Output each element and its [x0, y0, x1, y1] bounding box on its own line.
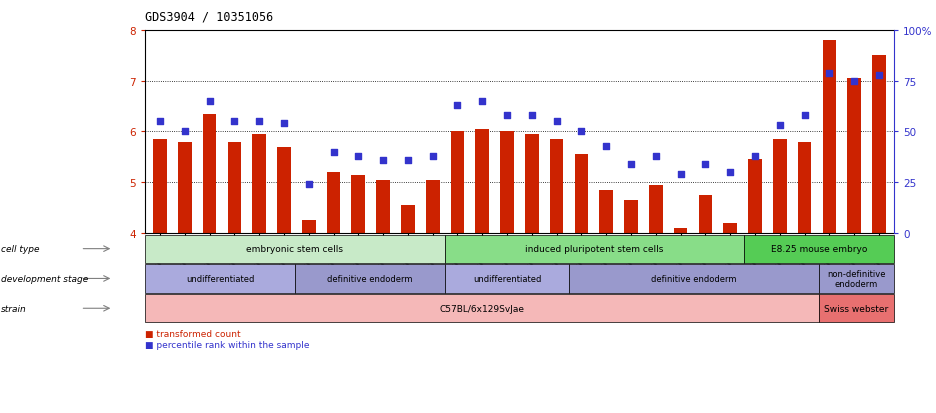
Point [673, 171, 688, 178]
Bar [797, 142, 812, 233]
Bar [624, 200, 637, 233]
Bar [327, 173, 341, 233]
Point [202, 99, 217, 105]
Bar [426, 180, 440, 233]
Bar [475, 130, 490, 233]
Bar [847, 79, 861, 233]
Point [649, 153, 664, 160]
Text: definitive endoderm: definitive endoderm [651, 274, 737, 283]
Bar [154, 140, 167, 233]
Point [227, 119, 241, 126]
Bar [525, 135, 539, 233]
Point [500, 113, 515, 119]
Point [574, 129, 589, 135]
Text: C57BL/6x129SvJae: C57BL/6x129SvJae [440, 304, 524, 313]
Bar [203, 114, 216, 233]
Point [301, 181, 316, 188]
Text: undifferentiated: undifferentiated [473, 274, 541, 283]
Text: undifferentiated: undifferentiated [185, 274, 255, 283]
Point [177, 129, 192, 135]
Bar [575, 155, 589, 233]
Point [599, 143, 614, 150]
Bar [748, 160, 762, 233]
Bar [549, 140, 563, 233]
Point [698, 161, 713, 168]
Point [401, 157, 416, 164]
Bar [178, 142, 192, 233]
Point [450, 102, 465, 109]
Bar [352, 175, 365, 233]
Point [326, 149, 341, 156]
Point [871, 72, 886, 79]
Point [276, 121, 291, 127]
Text: GDS3904 / 10351056: GDS3904 / 10351056 [145, 10, 273, 23]
Bar [227, 142, 241, 233]
Point [723, 169, 738, 176]
Bar [649, 185, 663, 233]
Text: cell type: cell type [1, 244, 39, 254]
Text: non-definitive
endoderm: non-definitive endoderm [827, 269, 885, 288]
Bar [724, 223, 737, 233]
Bar [376, 180, 390, 233]
Point [153, 119, 168, 126]
Bar [253, 135, 266, 233]
Bar [823, 41, 836, 233]
Text: development stage: development stage [1, 274, 88, 283]
Point [351, 153, 366, 160]
Point [748, 153, 763, 160]
Text: ■ percentile rank within the sample: ■ percentile rank within the sample [145, 340, 310, 349]
Bar [674, 228, 687, 233]
Point [623, 161, 638, 168]
Text: ■ transformed count: ■ transformed count [145, 329, 241, 338]
Text: E8.25 mouse embryo: E8.25 mouse embryo [771, 244, 867, 254]
Bar [872, 56, 885, 233]
Point [549, 119, 564, 126]
Point [524, 113, 539, 119]
Bar [599, 190, 613, 233]
Bar [302, 221, 315, 233]
Bar [402, 206, 415, 233]
Point [797, 113, 812, 119]
Point [252, 119, 267, 126]
Point [822, 70, 837, 77]
Bar [500, 132, 514, 233]
Point [475, 99, 490, 105]
Bar [277, 147, 291, 233]
Text: embryonic stem cells: embryonic stem cells [246, 244, 344, 254]
Text: Swiss webster: Swiss webster [825, 304, 888, 313]
Point [847, 78, 862, 85]
Bar [450, 132, 464, 233]
Point [375, 157, 390, 164]
Point [425, 153, 440, 160]
Bar [698, 195, 712, 233]
Point [772, 123, 787, 129]
Bar [773, 140, 786, 233]
Text: strain: strain [1, 304, 27, 313]
Text: induced pluripotent stem cells: induced pluripotent stem cells [525, 244, 664, 254]
Text: definitive endoderm: definitive endoderm [327, 274, 413, 283]
